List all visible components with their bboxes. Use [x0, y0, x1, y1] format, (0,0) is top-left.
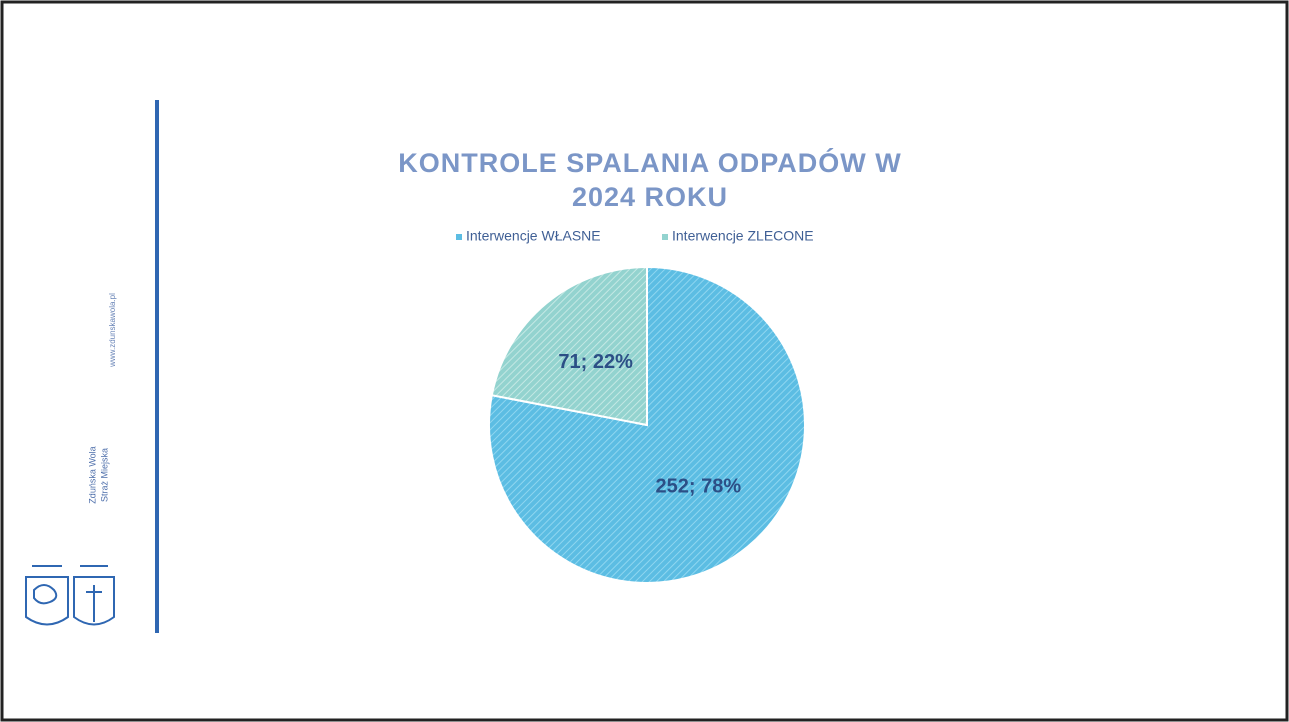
legend-marker: [456, 234, 462, 240]
chart-title: KONTROLE SPALANIA ODPADÓW W 2024 ROKU: [398, 148, 902, 212]
legend-label: Interwencje WŁASNE: [466, 228, 601, 244]
divider: [155, 100, 159, 633]
logos: [25, 565, 115, 626]
unit: Straż Miejska: [99, 448, 109, 502]
pie-slice: [490, 265, 648, 427]
website: www.zdunskawola.pl: [108, 293, 117, 368]
city: Zduńska Wola: [87, 446, 97, 503]
pie-slice: [488, 265, 806, 584]
legend-marker: [662, 234, 668, 240]
data-label: 252; 78%: [656, 475, 742, 497]
data-label: 71; 22%: [558, 351, 633, 373]
legend-label: Interwencje ZLECONE: [672, 228, 814, 244]
